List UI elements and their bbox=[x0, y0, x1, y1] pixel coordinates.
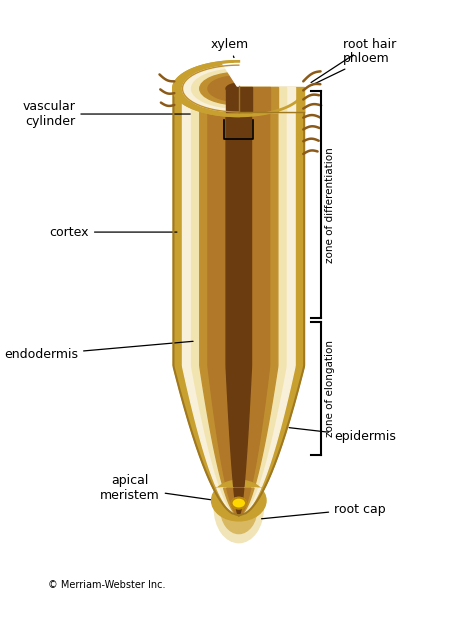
Polygon shape bbox=[191, 89, 286, 515]
Ellipse shape bbox=[231, 497, 246, 509]
Text: © Merriam-Webster Inc.: © Merriam-Webster Inc. bbox=[48, 580, 165, 590]
Ellipse shape bbox=[214, 474, 264, 543]
Ellipse shape bbox=[200, 72, 278, 105]
Polygon shape bbox=[239, 87, 286, 112]
Text: endodermis: endodermis bbox=[4, 341, 193, 361]
Text: vascular
cylinder: vascular cylinder bbox=[22, 100, 190, 128]
Polygon shape bbox=[239, 87, 270, 112]
Polygon shape bbox=[239, 87, 295, 112]
Polygon shape bbox=[226, 89, 252, 515]
Polygon shape bbox=[182, 89, 295, 515]
Text: root hair: root hair bbox=[311, 37, 396, 82]
Text: root cap: root cap bbox=[262, 502, 386, 519]
Polygon shape bbox=[239, 87, 252, 112]
Polygon shape bbox=[200, 89, 278, 515]
Text: cortex: cortex bbox=[49, 226, 177, 238]
Ellipse shape bbox=[208, 76, 270, 102]
Text: epidermis: epidermis bbox=[289, 427, 396, 443]
Text: zone of elongation: zone of elongation bbox=[325, 340, 335, 437]
Polygon shape bbox=[220, 59, 311, 96]
Polygon shape bbox=[208, 89, 270, 515]
Ellipse shape bbox=[173, 61, 304, 116]
Text: zone of differentiation: zone of differentiation bbox=[325, 147, 335, 263]
Ellipse shape bbox=[191, 69, 286, 109]
Ellipse shape bbox=[182, 65, 295, 112]
Text: phloem: phloem bbox=[292, 52, 390, 95]
Ellipse shape bbox=[211, 480, 266, 521]
Polygon shape bbox=[226, 87, 239, 112]
Ellipse shape bbox=[220, 483, 257, 534]
Polygon shape bbox=[239, 87, 304, 112]
Text: xylem: xylem bbox=[210, 37, 249, 82]
Polygon shape bbox=[239, 87, 278, 112]
Ellipse shape bbox=[226, 84, 252, 94]
Text: apical
meristem: apical meristem bbox=[100, 474, 231, 503]
Polygon shape bbox=[173, 89, 304, 515]
